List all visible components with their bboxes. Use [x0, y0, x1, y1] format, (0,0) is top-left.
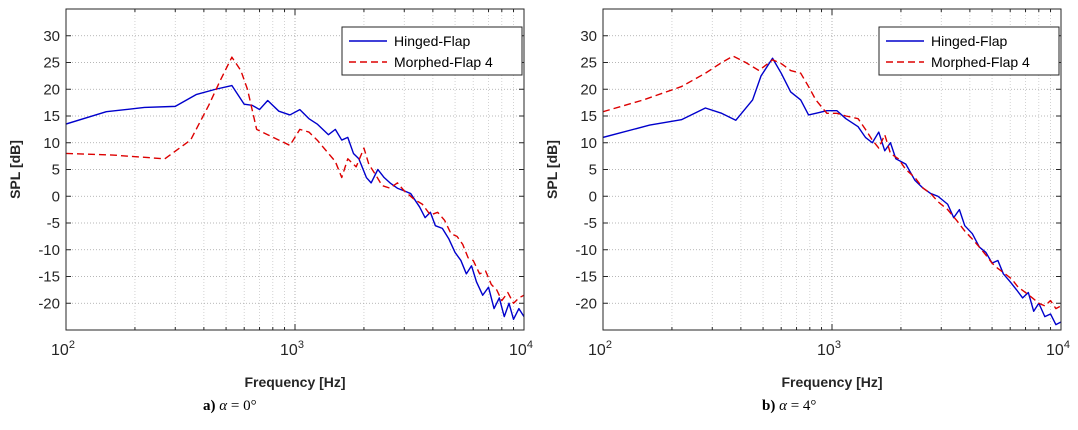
legend: Hinged-Flap Morphed-Flap 4	[878, 26, 1060, 76]
x-axis-label: Frequency [Hz]	[781, 374, 882, 390]
y-tick-label: -15	[575, 269, 597, 286]
x-tick-label: 103	[817, 339, 841, 359]
caption-b-text: = 4°	[786, 398, 817, 414]
legend-label: Hinged-Flap	[931, 33, 1007, 49]
y-tick-label: 15	[43, 108, 60, 125]
y-tick-label: -10	[38, 242, 60, 259]
y-tick-label: -10	[575, 242, 597, 259]
y-tick-label: 10	[43, 135, 60, 152]
y-tick-label: -15	[38, 269, 60, 286]
plot-a: 30 25 20 15 10 5 0 -5 -10 -15 -20 102 103 104 Frequenc…	[7, 8, 533, 390]
y-axis-label: SPL [dB]	[7, 140, 23, 199]
y-tick-label: 30	[580, 28, 597, 45]
series-line-hinged-flap	[66, 84, 524, 320]
plot-b: 30 25 20 15 10 5 0 -5 -10 -15 -20 102 103 104 Frequenc…	[544, 8, 1070, 390]
x-tick-label: 104	[1046, 339, 1070, 359]
legend-label: Morphed-Flap 4	[394, 54, 493, 70]
x-tick-label: 102	[588, 339, 612, 359]
x-axis-label: Frequency [Hz]	[244, 374, 345, 390]
caption-a-tag: a)	[203, 398, 216, 414]
y-tick-label: 5	[589, 162, 597, 179]
series-line-morphed-flap-4	[603, 55, 1061, 310]
caption-b: b) α = 4°	[762, 398, 816, 415]
series-line-hinged-flap	[603, 57, 1061, 326]
legend: Hinged-Flap Morphed-Flap 4	[341, 26, 523, 76]
y-tick-label: 20	[43, 81, 60, 98]
caption-b-symbol: α	[779, 398, 787, 414]
caption-a-text: = 0°	[227, 398, 257, 414]
y-tick-label: -20	[575, 295, 597, 312]
y-tick-label: 30	[43, 28, 60, 45]
y-tick-label: -20	[38, 295, 60, 312]
y-tick-label: 20	[580, 81, 597, 98]
y-tick-label: 15	[580, 108, 597, 125]
caption-a-symbol: α	[219, 398, 228, 414]
x-tick-label: 103	[280, 339, 304, 359]
caption-b-tag: b)	[762, 398, 776, 414]
y-tick-label: 10	[580, 135, 597, 152]
y-tick-label: 25	[43, 55, 60, 72]
legend-label: Hinged-Flap	[394, 33, 470, 49]
legend-label: Morphed-Flap 4	[931, 54, 1030, 70]
y-tick-label: -5	[584, 215, 597, 232]
legend-box	[878, 26, 1060, 76]
x-tick-label: 104	[509, 339, 533, 359]
y-tick-label: 25	[580, 55, 597, 72]
y-tick-label: -5	[47, 215, 60, 232]
y-axis-label: SPL [dB]	[544, 140, 560, 199]
y-tick-label: 0	[52, 188, 60, 205]
legend-box	[341, 26, 523, 76]
y-tick-label: 5	[52, 162, 60, 179]
x-tick-label: 102	[51, 339, 75, 359]
y-tick-label: 0	[589, 188, 597, 205]
caption-a: a) α = 0°	[203, 398, 257, 415]
